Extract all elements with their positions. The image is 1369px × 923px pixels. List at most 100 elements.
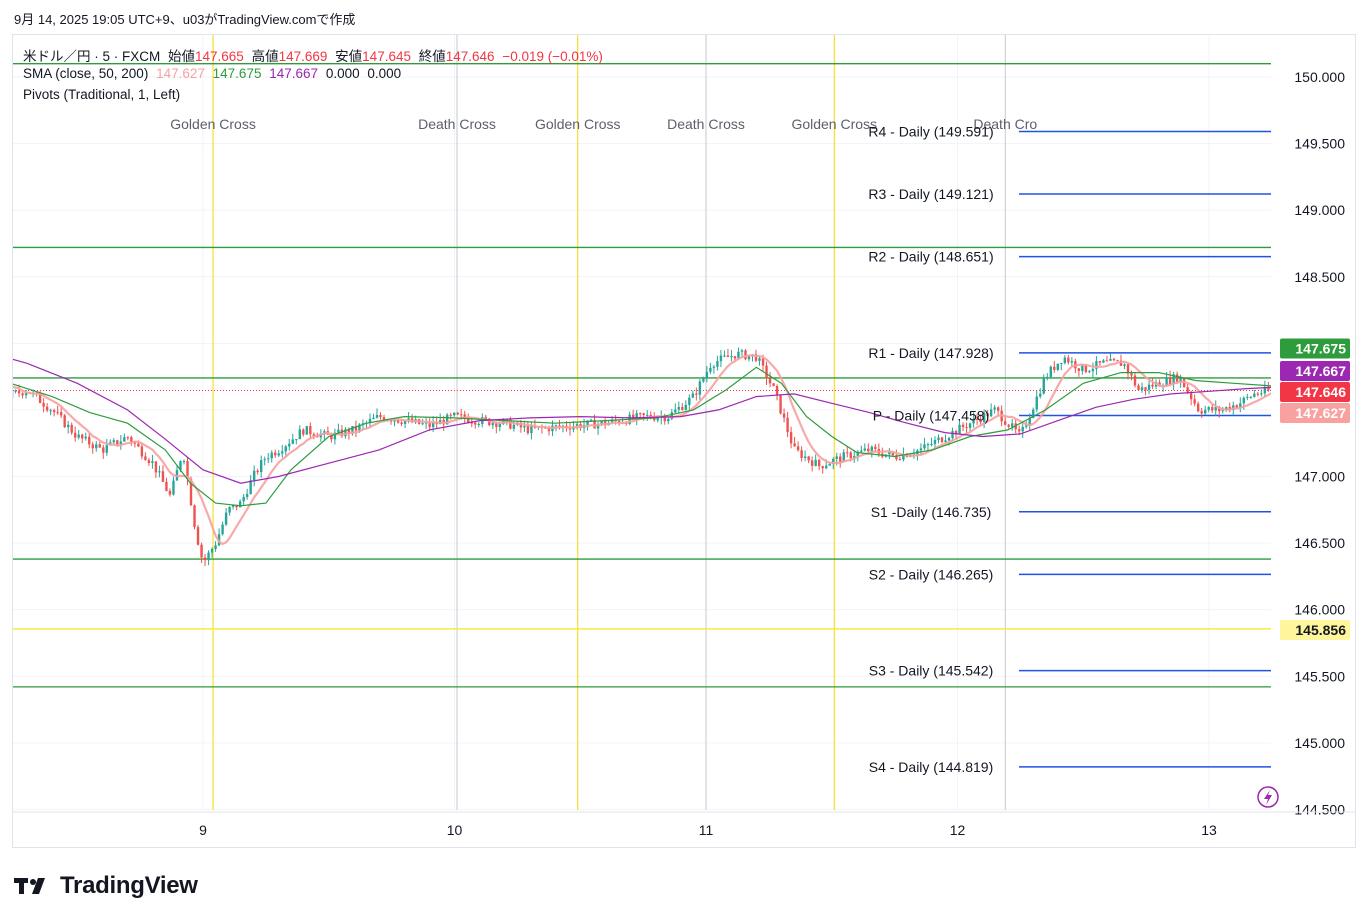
candle-body [796, 446, 800, 451]
candle-body [1130, 373, 1133, 376]
candle-body [154, 461, 158, 473]
candle-body [674, 409, 677, 413]
candle-body [45, 406, 49, 411]
candle-body [130, 437, 133, 443]
candle-body [1235, 405, 1238, 408]
candle-body [993, 407, 996, 410]
candle-body [926, 444, 930, 446]
axis-price-badge [1280, 382, 1350, 402]
candle-body [456, 412, 459, 415]
brand-name: TradingView [60, 872, 198, 899]
candle-body [196, 527, 200, 545]
candle-body [975, 418, 979, 420]
x-tick-label: 10 [447, 822, 463, 838]
candle-body [1063, 357, 1067, 364]
candle-body [642, 413, 645, 415]
candle-body [646, 414, 649, 416]
candle-body [1046, 376, 1049, 379]
pivots-legend[interactable]: Pivots (Traditional, 1, Left) [23, 87, 184, 102]
y-tick-label: 150.000 [1294, 69, 1345, 85]
candle-body [923, 444, 926, 449]
candles [4, 347, 1271, 567]
candle-body [954, 431, 958, 435]
symbol-name[interactable]: 米ドル／円 · 5 · FXCM [23, 49, 161, 64]
candle-body [509, 419, 512, 429]
candle-body [214, 545, 217, 549]
pivot-label: S3 - Daily (145.542) [869, 663, 994, 679]
tradingview-logo[interactable]: TradingView [14, 872, 198, 900]
candle-body [940, 437, 944, 443]
lightning-icon[interactable] [1257, 786, 1279, 808]
candle-body [274, 452, 277, 456]
pivots-label[interactable]: Pivots (Traditional, 1, Left) [23, 87, 181, 102]
candle-body [245, 494, 249, 497]
candle-body [224, 512, 228, 525]
candle-body [98, 444, 101, 448]
candle-body [1200, 411, 1203, 414]
candle-body [793, 443, 796, 447]
axis-price-badge-label: 145.856 [1295, 622, 1346, 638]
x-tick-label: 11 [699, 822, 714, 838]
candle-body [526, 425, 530, 434]
sma-label[interactable]: SMA (close, 50, 200) [23, 66, 149, 81]
candle-body [1144, 387, 1147, 390]
candle-body [484, 417, 487, 419]
candle-body [474, 422, 477, 425]
candle-body [803, 456, 807, 458]
candle-body [765, 365, 768, 379]
candle-body [996, 407, 1000, 411]
y-tick-label: 145.500 [1294, 668, 1345, 684]
candle-body [1249, 396, 1253, 398]
candle-body [863, 448, 866, 451]
candle-body [1056, 363, 1060, 370]
candle-body [1102, 360, 1105, 363]
candle-body [589, 419, 593, 421]
candle-body [368, 419, 372, 423]
candle-body [495, 422, 498, 427]
candle-body [1186, 387, 1189, 393]
candle-body [568, 427, 572, 430]
candle-body [1253, 393, 1256, 397]
candle-body [1098, 361, 1102, 363]
candle-body [74, 432, 77, 438]
sma-legend[interactable]: SMA (close, 50, 200) 147.627 147.675 147… [23, 66, 405, 81]
cross-marker-label: Death Cross [418, 116, 496, 132]
candle-body [249, 480, 252, 495]
candle-body [449, 414, 452, 416]
axis-price-badge [1280, 361, 1350, 381]
candle-body [281, 451, 284, 454]
candle-body [965, 427, 968, 429]
low-label: 安値 [335, 49, 363, 64]
candle-body [972, 418, 975, 424]
candle-body [512, 424, 516, 429]
candle-body [716, 361, 719, 367]
candle-body [477, 423, 480, 425]
candle-body [4, 386, 6, 395]
candle-body [558, 425, 561, 427]
candle-body [723, 355, 726, 357]
candle-body [800, 450, 803, 458]
candle-body [403, 420, 407, 424]
candle-body [1018, 429, 1021, 432]
candle-body [789, 432, 793, 444]
candle-body [944, 440, 947, 443]
candle-body [351, 426, 354, 434]
candle-body [733, 356, 737, 359]
chart-frame[interactable] [12, 34, 1356, 848]
candle-body [1077, 368, 1081, 371]
candle-body [498, 424, 502, 427]
candle-body [66, 424, 70, 428]
candle-body [340, 429, 344, 437]
candle-body [586, 420, 589, 426]
candle-body [460, 414, 463, 416]
candle-body [151, 461, 154, 463]
candle-body [428, 422, 431, 428]
open-value: 147.665 [195, 49, 244, 64]
candle-body [758, 358, 761, 361]
sma-value-1: 147.627 [156, 66, 205, 81]
symbol-legend[interactable]: 米ドル／円 · 5 · FXCM 始値147.665 高値147.669 安値1… [23, 45, 607, 65]
candle-body [147, 460, 151, 463]
candle-body [105, 445, 108, 453]
